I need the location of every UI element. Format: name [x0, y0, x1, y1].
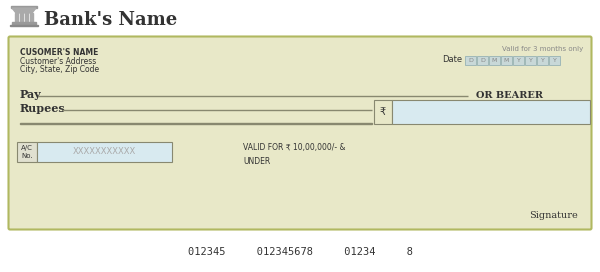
- Text: XXXXXXXXXXX: XXXXXXXXXXX: [73, 147, 136, 156]
- Bar: [12, 22, 36, 24]
- Text: VALID FOR ₹ 10,00,000/- &
UNDER: VALID FOR ₹ 10,00,000/- & UNDER: [243, 143, 346, 166]
- Bar: [513, 56, 524, 65]
- Text: Pay: Pay: [20, 89, 42, 100]
- Bar: [30, 13, 33, 22]
- Bar: [501, 56, 512, 65]
- Bar: [374, 100, 392, 124]
- Text: Valid for 3 months only: Valid for 3 months only: [502, 46, 583, 52]
- Text: Y: Y: [529, 58, 532, 63]
- Bar: [38, 95, 468, 96]
- Text: Signature: Signature: [529, 211, 578, 220]
- FancyBboxPatch shape: [8, 36, 592, 230]
- Polygon shape: [12, 8, 36, 13]
- Text: Y: Y: [553, 58, 556, 63]
- Text: Y: Y: [517, 58, 520, 63]
- Bar: [20, 123, 372, 124]
- Text: Rupees: Rupees: [20, 104, 66, 115]
- Text: Y: Y: [541, 58, 544, 63]
- Text: OR BEARER: OR BEARER: [476, 91, 543, 100]
- Text: D: D: [480, 58, 485, 63]
- Bar: [477, 56, 488, 65]
- Bar: [17, 142, 37, 162]
- Bar: [525, 56, 536, 65]
- Text: 012345     012345678     01234     8: 012345 012345678 01234 8: [187, 247, 413, 257]
- Bar: [11, 6, 37, 8]
- Text: A/C
No.: A/C No.: [21, 145, 33, 159]
- Text: Bank's Name: Bank's Name: [44, 11, 177, 29]
- Bar: [537, 56, 548, 65]
- Text: M: M: [492, 58, 497, 63]
- Bar: [10, 24, 38, 26]
- Text: Customer's Address: Customer's Address: [20, 57, 96, 66]
- Bar: [465, 56, 476, 65]
- Bar: [25, 13, 28, 22]
- Bar: [489, 56, 500, 65]
- Bar: [37, 142, 172, 162]
- Text: CUSOMER'S NAME: CUSOMER'S NAME: [20, 48, 98, 57]
- Bar: [15, 13, 18, 22]
- Text: Date: Date: [442, 55, 462, 64]
- Bar: [549, 56, 560, 65]
- Bar: [20, 13, 23, 22]
- Text: ₹: ₹: [380, 107, 386, 117]
- Bar: [392, 100, 590, 124]
- Text: D: D: [468, 58, 473, 63]
- Text: M: M: [504, 58, 509, 63]
- Text: City, State, Zip Code: City, State, Zip Code: [20, 65, 99, 74]
